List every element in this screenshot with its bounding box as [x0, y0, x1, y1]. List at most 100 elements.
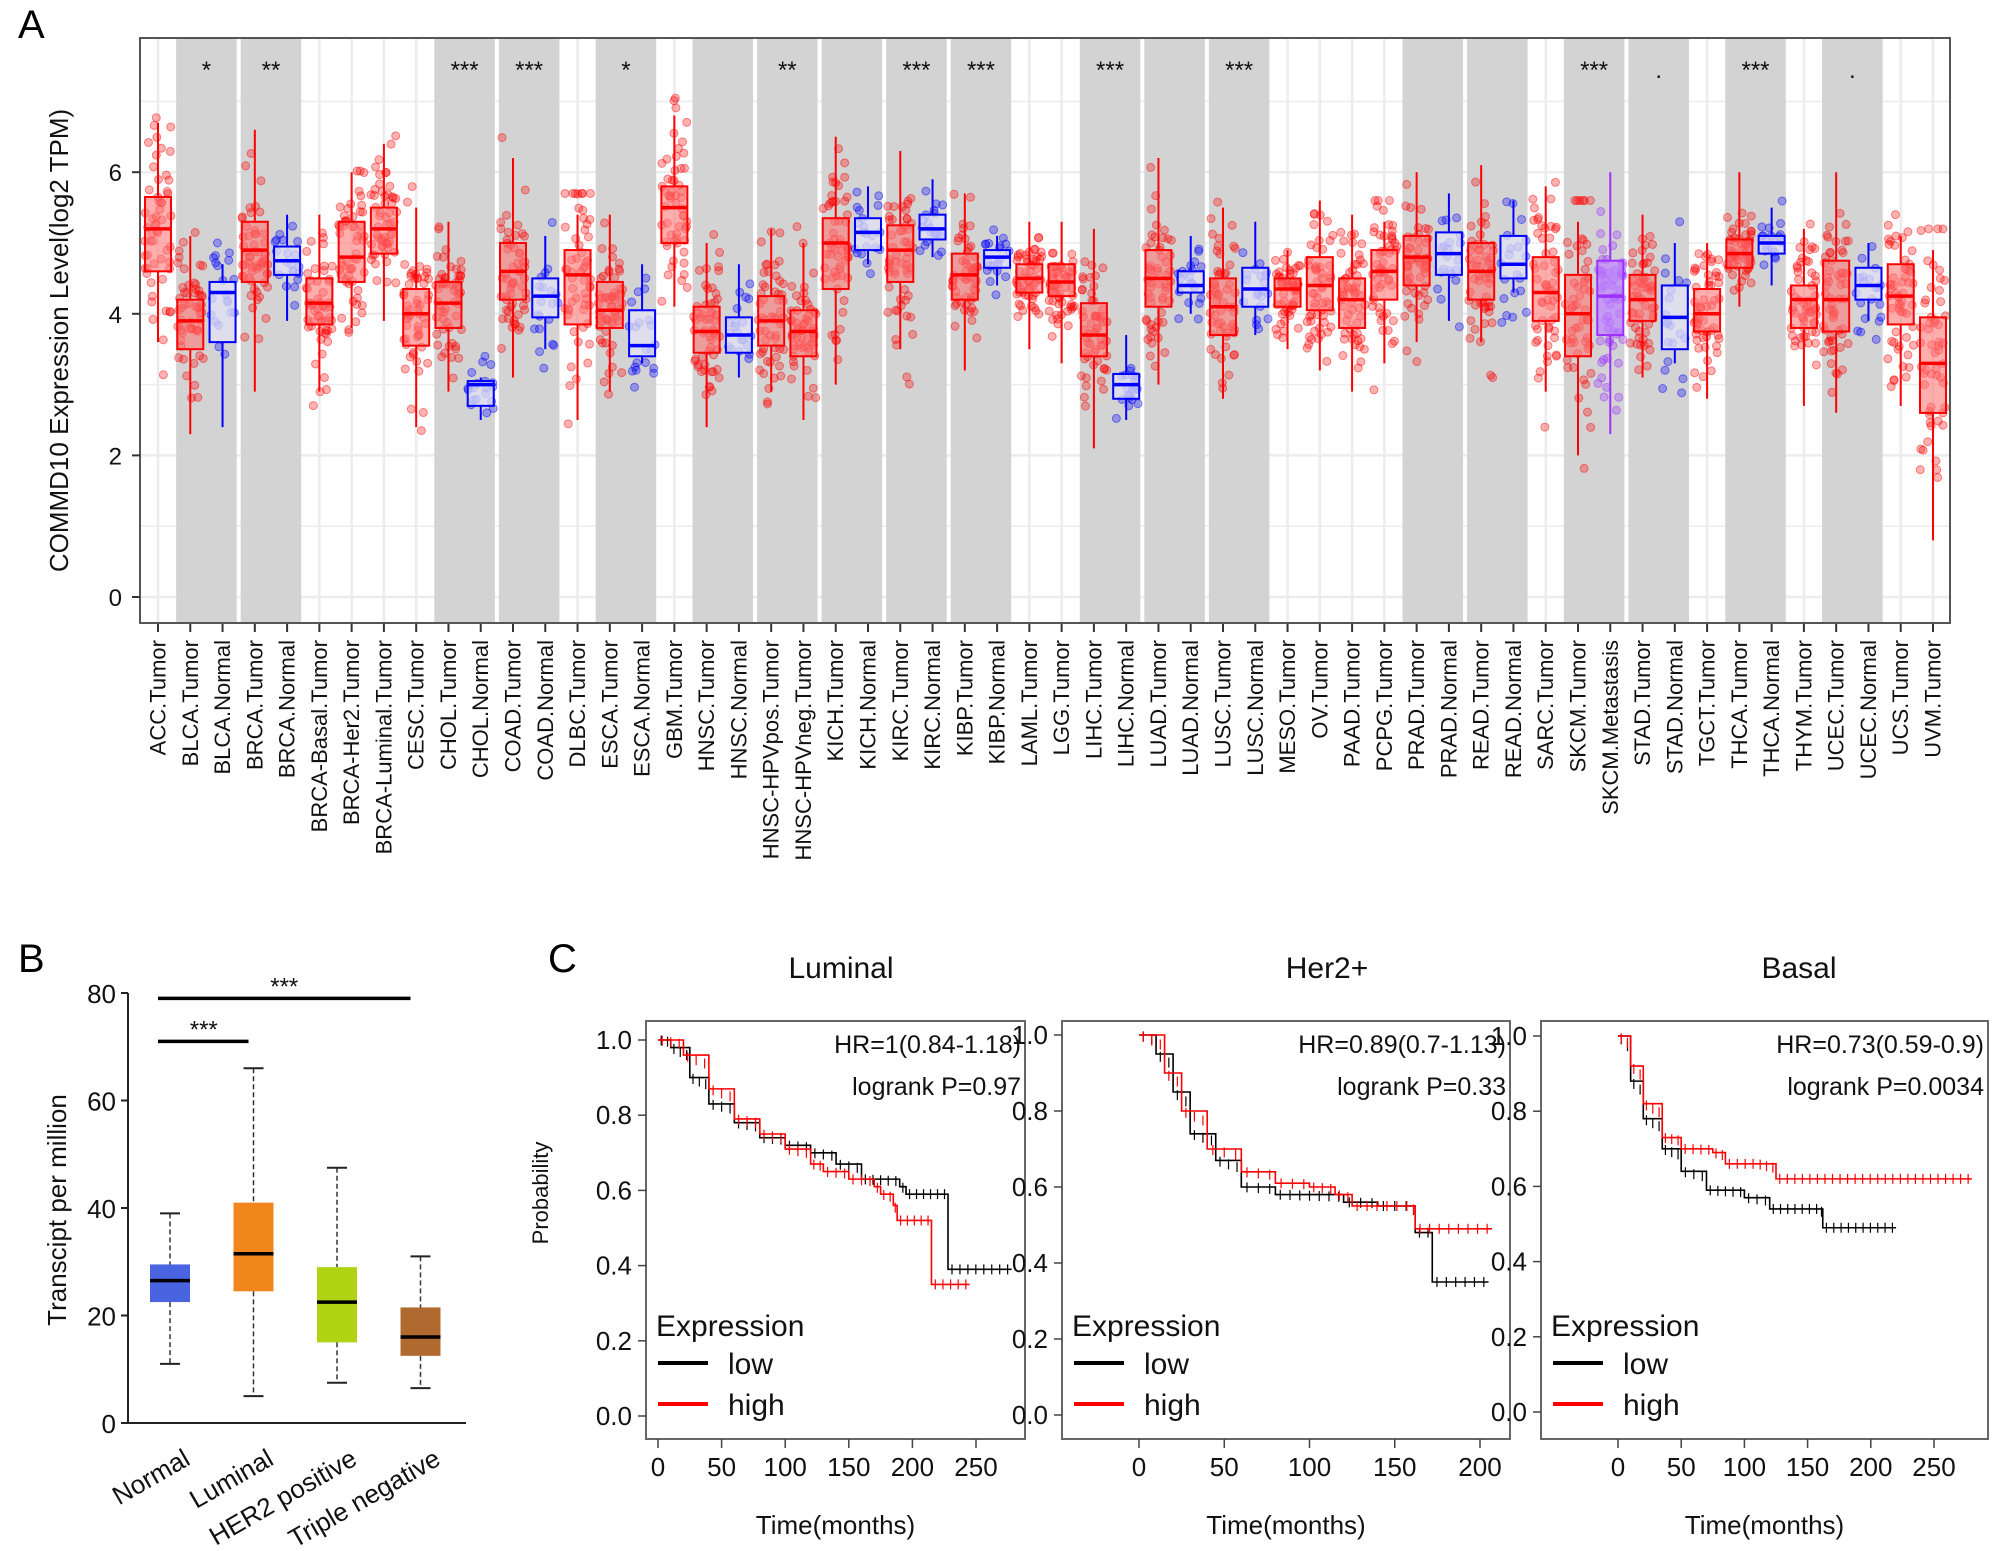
jitter-point — [1599, 392, 1609, 402]
jitter-point — [1551, 222, 1561, 232]
jitter-point — [1080, 401, 1090, 411]
jitter-point — [1611, 405, 1621, 415]
jitter-point — [985, 277, 995, 287]
box-iqr — [144, 195, 172, 273]
jitter-point — [1387, 235, 1397, 245]
jitter-point — [560, 222, 570, 232]
hazard-ratio: HR=0.73(0.59-0.9) — [1776, 1031, 1984, 1059]
jitter-point — [1224, 370, 1234, 380]
jitter-point — [1639, 341, 1649, 351]
jitter-point — [1015, 248, 1025, 258]
jitter-point — [514, 325, 524, 335]
jitter-point — [1838, 248, 1848, 258]
jitter-point — [407, 182, 417, 192]
jitter-point — [178, 283, 188, 293]
shaded-band-chol — [434, 38, 495, 623]
jitter-point — [1174, 314, 1184, 324]
category-label: LAML.Tumor — [1017, 640, 1042, 766]
jitter-point — [1339, 236, 1349, 246]
jitter-point — [580, 225, 590, 235]
jitter-point — [534, 324, 544, 334]
jitter-point — [676, 163, 686, 173]
box-iqr — [176, 298, 205, 351]
jitter-point — [548, 339, 558, 349]
jitter-point — [1568, 363, 1578, 373]
jitter-point — [884, 282, 894, 292]
jitter-point — [1384, 196, 1394, 206]
jitter-point — [256, 176, 266, 186]
jitter-point — [1433, 284, 1443, 294]
jitter-point — [1630, 323, 1640, 333]
jitter-point — [1502, 197, 1512, 207]
box-iqr — [1854, 266, 1883, 301]
y-tick-label: 0 — [102, 1409, 116, 1439]
jitter-point — [1213, 197, 1223, 207]
jitter-point — [467, 367, 477, 377]
category-label: BLCA.Tumor — [178, 640, 203, 766]
jitter-point — [1063, 321, 1073, 331]
jitter-point — [1532, 324, 1542, 334]
jitter-point — [1596, 229, 1606, 239]
jitter-point — [454, 271, 464, 281]
jitter-point — [1213, 241, 1223, 251]
jitter-point — [1420, 301, 1430, 311]
jitter-point — [191, 280, 201, 290]
jitter-point — [1310, 326, 1320, 336]
jitter-point — [323, 337, 333, 347]
jitter-point — [1102, 365, 1112, 375]
y-tick-label: 0.2 — [1491, 1322, 1527, 1352]
jitter-point — [1632, 339, 1642, 349]
jitter-point — [1044, 306, 1054, 316]
jitter-point — [1915, 465, 1925, 475]
jitter-point — [366, 255, 376, 265]
category-label: UCS.Tumor — [1888, 640, 1913, 755]
jitter-point — [1470, 324, 1480, 334]
jitter-point — [151, 150, 161, 160]
jitter-point — [649, 363, 659, 373]
jitter-point — [981, 239, 991, 249]
jitter-point — [327, 261, 337, 271]
jitter-point — [1481, 219, 1491, 229]
category-label: CESC.Tumor — [404, 640, 429, 770]
jitter-point — [1562, 355, 1572, 365]
jitter-point — [1081, 381, 1091, 391]
jitter-point — [595, 335, 605, 345]
jitter-point — [1225, 260, 1235, 270]
jitter-point — [319, 261, 329, 271]
jitter-point — [391, 278, 401, 288]
jitter-point — [152, 132, 162, 142]
jitter-point — [1147, 338, 1157, 348]
jitter-point — [630, 362, 640, 372]
jitter-point — [1470, 300, 1480, 310]
jitter-point — [984, 238, 994, 248]
category-label: DLBC.Tumor — [565, 640, 590, 768]
jitter-point — [1642, 361, 1652, 371]
jitter-point — [1354, 250, 1364, 260]
jitter-point — [775, 276, 785, 286]
jitter-point — [1454, 322, 1464, 332]
jitter-point — [761, 260, 771, 270]
jitter-point — [1271, 324, 1281, 334]
jitter-point — [370, 184, 380, 194]
jitter-point — [213, 261, 223, 271]
jitter-point — [1933, 224, 1943, 234]
x-tick-label: 0 — [651, 1452, 665, 1482]
jitter-point — [422, 264, 432, 274]
jitter-point — [1902, 332, 1912, 342]
jitter-point — [896, 300, 906, 310]
box-iqr — [434, 280, 463, 329]
y-tick-label: 6 — [109, 160, 122, 187]
category-label: ESCA.Tumor — [597, 640, 622, 769]
jitter-point — [1703, 270, 1713, 280]
plot-border — [139, 37, 1951, 624]
jitter-point — [967, 303, 977, 313]
jitter-point — [1938, 420, 1948, 430]
jitter-point — [906, 312, 916, 322]
jitter-point — [1689, 266, 1699, 276]
jitter-point — [1794, 274, 1804, 284]
jitter-point — [339, 211, 349, 221]
jitter-point — [306, 236, 316, 246]
category-label: BRCA-Her2.Tumor — [339, 640, 364, 825]
jitter-point — [1099, 363, 1109, 373]
jitter-point — [902, 214, 912, 224]
